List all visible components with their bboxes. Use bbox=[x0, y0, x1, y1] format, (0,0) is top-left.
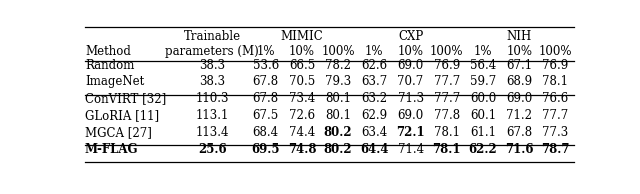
Text: 66.5: 66.5 bbox=[289, 59, 315, 72]
Text: 67.8: 67.8 bbox=[506, 126, 532, 139]
Text: 38.3: 38.3 bbox=[199, 59, 225, 72]
Text: 113.1: 113.1 bbox=[196, 109, 229, 122]
Text: 77.7: 77.7 bbox=[542, 109, 568, 122]
Text: 71.6: 71.6 bbox=[505, 143, 534, 156]
Text: Method: Method bbox=[85, 45, 131, 58]
Text: 10%: 10% bbox=[289, 45, 315, 58]
Text: 77.7: 77.7 bbox=[434, 75, 460, 88]
Text: 1%: 1% bbox=[257, 45, 275, 58]
Text: MIMIC: MIMIC bbox=[280, 30, 323, 43]
Text: 78.2: 78.2 bbox=[325, 59, 351, 72]
Text: 63.2: 63.2 bbox=[362, 92, 387, 105]
Text: 68.9: 68.9 bbox=[506, 75, 532, 88]
Text: 71.4: 71.4 bbox=[397, 143, 424, 156]
Text: 69.0: 69.0 bbox=[506, 92, 532, 105]
Text: 60.1: 60.1 bbox=[470, 109, 496, 122]
Text: parameters (M): parameters (M) bbox=[165, 45, 259, 58]
Text: NIH: NIH bbox=[507, 30, 532, 43]
Text: MGCA [27]: MGCA [27] bbox=[85, 126, 152, 139]
Text: 80.1: 80.1 bbox=[325, 92, 351, 105]
Text: 76.6: 76.6 bbox=[542, 92, 568, 105]
Text: 67.5: 67.5 bbox=[253, 109, 279, 122]
Text: 100%: 100% bbox=[539, 45, 572, 58]
Text: 1%: 1% bbox=[474, 45, 492, 58]
Text: 76.9: 76.9 bbox=[542, 59, 568, 72]
Text: 80.2: 80.2 bbox=[324, 143, 353, 156]
Text: 70.5: 70.5 bbox=[289, 75, 315, 88]
Text: 113.4: 113.4 bbox=[195, 126, 229, 139]
Text: 1%: 1% bbox=[365, 45, 383, 58]
Text: 67.8: 67.8 bbox=[253, 75, 279, 88]
Text: 69.5: 69.5 bbox=[252, 143, 280, 156]
Text: 110.3: 110.3 bbox=[195, 92, 229, 105]
Text: 77.3: 77.3 bbox=[542, 126, 568, 139]
Text: 69.0: 69.0 bbox=[397, 109, 424, 122]
Text: 80.2: 80.2 bbox=[324, 126, 353, 139]
Text: 62.6: 62.6 bbox=[362, 59, 387, 72]
Text: 74.4: 74.4 bbox=[289, 126, 315, 139]
Text: 78.1: 78.1 bbox=[543, 75, 568, 88]
Text: CXP: CXP bbox=[398, 30, 423, 43]
Text: 71.2: 71.2 bbox=[506, 109, 532, 122]
Text: 56.4: 56.4 bbox=[470, 59, 496, 72]
Text: 79.3: 79.3 bbox=[325, 75, 351, 88]
Text: ConVIRT [32]: ConVIRT [32] bbox=[85, 92, 166, 105]
Text: 77.8: 77.8 bbox=[434, 109, 460, 122]
Text: 71.3: 71.3 bbox=[397, 92, 424, 105]
Text: 64.4: 64.4 bbox=[360, 143, 388, 156]
Text: 74.8: 74.8 bbox=[288, 143, 316, 156]
Text: M-FLAG: M-FLAG bbox=[85, 143, 138, 156]
Text: 76.9: 76.9 bbox=[434, 59, 460, 72]
Text: 72.6: 72.6 bbox=[289, 109, 315, 122]
Text: 60.0: 60.0 bbox=[470, 92, 496, 105]
Text: 78.7: 78.7 bbox=[541, 143, 570, 156]
Text: 10%: 10% bbox=[397, 45, 424, 58]
Text: 61.1: 61.1 bbox=[470, 126, 496, 139]
Text: GLoRIA [11]: GLoRIA [11] bbox=[85, 109, 159, 122]
Text: 25.6: 25.6 bbox=[198, 143, 227, 156]
Text: 62.9: 62.9 bbox=[362, 109, 387, 122]
Text: ImageNet: ImageNet bbox=[85, 75, 144, 88]
Text: 38.3: 38.3 bbox=[199, 75, 225, 88]
Text: Trainable: Trainable bbox=[184, 30, 241, 43]
Text: 78.1: 78.1 bbox=[434, 126, 460, 139]
Text: Random: Random bbox=[85, 59, 134, 72]
Text: 73.4: 73.4 bbox=[289, 92, 315, 105]
Text: 67.1: 67.1 bbox=[506, 59, 532, 72]
Text: 77.7: 77.7 bbox=[434, 92, 460, 105]
Text: 100%: 100% bbox=[430, 45, 463, 58]
Text: 62.2: 62.2 bbox=[468, 143, 497, 156]
Text: 78.1: 78.1 bbox=[433, 143, 461, 156]
Text: 67.8: 67.8 bbox=[253, 92, 279, 105]
Text: 69.0: 69.0 bbox=[397, 59, 424, 72]
Text: 100%: 100% bbox=[321, 45, 355, 58]
Text: 68.4: 68.4 bbox=[253, 126, 279, 139]
Text: 59.7: 59.7 bbox=[470, 75, 496, 88]
Text: 80.1: 80.1 bbox=[325, 109, 351, 122]
Text: 63.7: 63.7 bbox=[361, 75, 387, 88]
Text: 72.1: 72.1 bbox=[396, 126, 425, 139]
Text: 70.7: 70.7 bbox=[397, 75, 424, 88]
Text: 53.6: 53.6 bbox=[253, 59, 279, 72]
Text: 10%: 10% bbox=[506, 45, 532, 58]
Text: 63.4: 63.4 bbox=[361, 126, 387, 139]
